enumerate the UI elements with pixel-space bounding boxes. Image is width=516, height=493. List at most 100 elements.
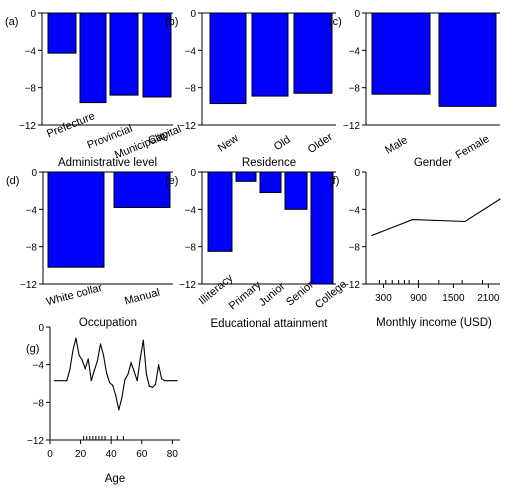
data-point bbox=[499, 198, 501, 200]
y-tick-label: 0 bbox=[31, 168, 37, 179]
data-point bbox=[412, 219, 414, 221]
y-tick-label: −4 bbox=[185, 46, 197, 57]
y-tick-label: −12 bbox=[27, 436, 44, 447]
x-tick-label: 0 bbox=[47, 449, 53, 460]
x-tick-label: 60 bbox=[136, 449, 148, 460]
y-tick-label: 0 bbox=[354, 168, 360, 179]
data-point bbox=[115, 395, 117, 397]
x-tick-label: 900 bbox=[410, 293, 427, 304]
x-tick-label: 80 bbox=[167, 449, 179, 460]
x-axis-title: Residence bbox=[242, 157, 296, 169]
panel-label: (b) bbox=[165, 16, 178, 28]
data-point bbox=[133, 370, 135, 372]
y-tick-label: 0 bbox=[30, 9, 36, 20]
data-point bbox=[161, 378, 163, 380]
panel-label: (c) bbox=[329, 16, 342, 28]
series-line bbox=[54, 338, 177, 411]
data-point bbox=[96, 360, 99, 362]
category-label: Manual bbox=[123, 287, 161, 308]
data-point bbox=[130, 362, 132, 364]
data-point bbox=[371, 234, 373, 237]
x-tick-label: 20 bbox=[75, 449, 87, 460]
y-tick-label: −8 bbox=[33, 398, 45, 409]
category-label: Junior bbox=[257, 280, 288, 309]
data-point bbox=[84, 367, 86, 370]
data-point bbox=[164, 380, 166, 382]
y-tick-label: −12 bbox=[179, 280, 196, 291]
panel-d: 0 −4 −8 −12 (d) White collar Manual Occupation bbox=[6, 168, 173, 329]
category-label: Capital bbox=[147, 123, 183, 147]
category-label: White collar bbox=[45, 282, 104, 309]
data-point bbox=[87, 358, 89, 360]
y-tick-label: −8 bbox=[185, 243, 197, 254]
bar-senior bbox=[284, 171, 308, 210]
data-point bbox=[154, 383, 157, 386]
bar-new bbox=[209, 12, 247, 105]
y-tick-label: −12 bbox=[19, 121, 36, 132]
data-point bbox=[105, 372, 108, 374]
bar-male bbox=[371, 12, 431, 95]
x-axis-title: Educational attainment bbox=[211, 318, 329, 330]
data-point bbox=[102, 354, 105, 356]
panel-b: 0 −4 −8 −12 (b) New Old Older Residence bbox=[165, 9, 336, 169]
y-tick-label: 0 bbox=[190, 9, 196, 20]
x-axis-title: Occupation bbox=[79, 317, 137, 329]
data-point bbox=[167, 380, 169, 382]
data-point bbox=[112, 384, 114, 386]
data-point bbox=[75, 337, 77, 339]
x-tick-label: 2100 bbox=[477, 293, 500, 304]
data-point bbox=[139, 358, 141, 360]
panel-label: (e) bbox=[165, 175, 178, 187]
bar-illiteracy bbox=[207, 171, 233, 252]
data-point bbox=[99, 343, 102, 345]
x-axis-title: Administrative level bbox=[58, 157, 157, 169]
panel-label: (g) bbox=[26, 343, 39, 355]
panel-label: (d) bbox=[6, 175, 19, 187]
data-point bbox=[72, 349, 74, 352]
y-tick-label: −12 bbox=[20, 280, 37, 291]
y-tick-label: −4 bbox=[33, 361, 45, 372]
x-tick-label: 300 bbox=[375, 293, 392, 304]
data-point bbox=[151, 386, 154, 388]
data-point bbox=[78, 354, 80, 356]
category-label: New bbox=[216, 132, 241, 154]
bar-white-collar bbox=[47, 171, 105, 268]
x-tick-label: 40 bbox=[106, 449, 118, 460]
y-tick-label: −12 bbox=[179, 121, 196, 132]
bar-junior bbox=[259, 171, 282, 194]
data-point bbox=[142, 339, 144, 341]
data-point bbox=[173, 380, 175, 382]
data-point bbox=[66, 380, 68, 382]
bar-female bbox=[438, 12, 497, 107]
data-point bbox=[69, 368, 71, 370]
data-point bbox=[118, 409, 120, 411]
y-tick-label: 0 bbox=[354, 9, 360, 20]
bar-primary bbox=[235, 171, 257, 182]
y-tick-label: −8 bbox=[349, 84, 361, 95]
data-point bbox=[145, 373, 147, 375]
y-tick-label: −12 bbox=[343, 121, 360, 132]
category-label: Female bbox=[454, 133, 492, 162]
y-tick-label: 0 bbox=[190, 168, 196, 179]
x-axis-title: Gender bbox=[414, 157, 453, 169]
data-point bbox=[93, 369, 95, 371]
panel-label: (a) bbox=[5, 16, 18, 28]
panel-f: 0 −4 −8 −12 (f) 300 900 1500 2100 Monthly income … bbox=[329, 168, 501, 329]
x-axis-title: Monthly income (USD) bbox=[376, 317, 492, 329]
data-point bbox=[53, 380, 56, 382]
data-point bbox=[170, 380, 172, 382]
y-tick-label: −4 bbox=[349, 46, 361, 57]
data-point bbox=[157, 364, 160, 366]
series-line bbox=[371, 198, 501, 237]
data-point bbox=[176, 380, 178, 382]
bar-college bbox=[310, 171, 334, 285]
y-tick-label: −8 bbox=[185, 84, 197, 95]
y-tick-label: −4 bbox=[25, 46, 37, 57]
panel-label: (f) bbox=[329, 175, 339, 187]
data-point bbox=[121, 397, 123, 399]
y-tick-label: −8 bbox=[26, 243, 38, 254]
y-tick-label: −4 bbox=[26, 205, 38, 216]
bar-old bbox=[251, 12, 289, 97]
